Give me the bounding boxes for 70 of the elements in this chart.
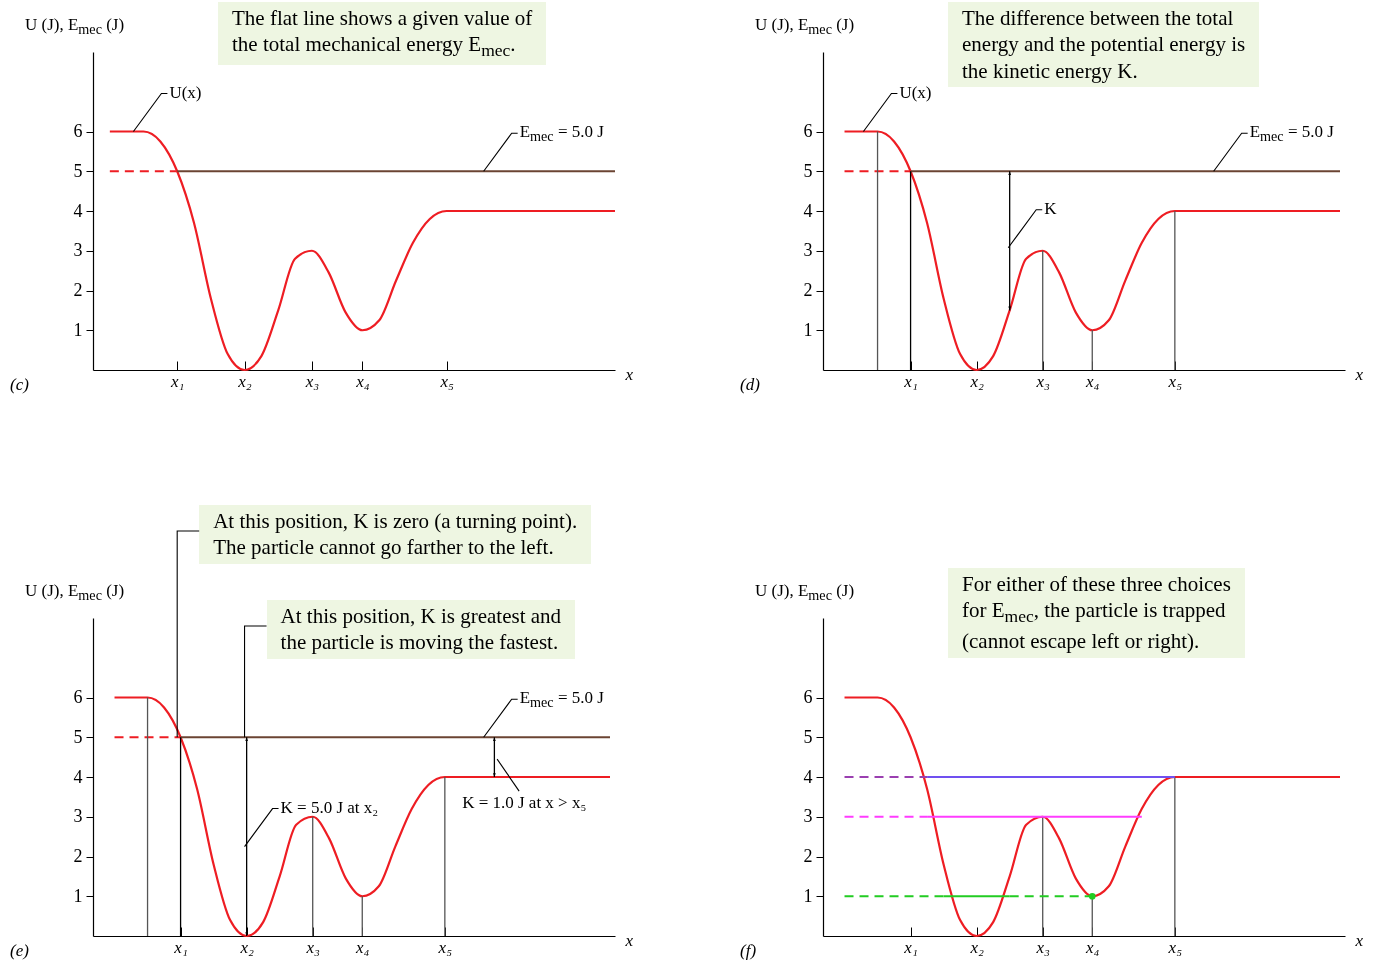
y-tick-label: 2 xyxy=(73,280,83,300)
text: (d) xyxy=(740,374,760,396)
y-tick-label: 6 xyxy=(73,121,83,141)
y-tick-label: 4 xyxy=(73,200,83,221)
annotation: At this position, K is greatest and the particle is moving the fastest. xyxy=(266,600,576,659)
y-tick-label: 1 xyxy=(73,319,83,340)
y-tick-label: 3 xyxy=(73,806,83,827)
y-tick-label: 6 xyxy=(803,687,813,707)
line-series xyxy=(843,696,1342,938)
x-tick-label: x₂ xyxy=(239,937,254,957)
chart-title: For either of these three choices for E$_{mec}$, the particle is trapped (cannot escape left or right). xyxy=(948,568,1245,658)
x-tick-label: x₃ xyxy=(1035,937,1051,957)
y-tick-label: 3 xyxy=(803,240,813,261)
x-axis-title: x xyxy=(1354,930,1364,950)
y-tick-label: 6 xyxy=(73,687,83,707)
annotation: At this position, K is zero (a turning point). The particle cannot go farther to the left. xyxy=(199,505,592,564)
chart-title: The flat line shows a given value of the total mechanical energy E$_{mec}$. xyxy=(218,2,547,66)
x-tick-label: x₄ xyxy=(1085,371,1100,391)
y-axis-title: U (J), E$_{mec}$ (J) xyxy=(755,14,855,40)
y-axis-title: U (J), E$_{mec}$ (J) xyxy=(25,14,125,40)
x-axis-title: x xyxy=(624,930,634,950)
x-tick-label: x₃ xyxy=(304,371,320,391)
x-tick-label: x₅ xyxy=(1167,937,1183,957)
series-label: E$_{mec}$ = 5.0 J xyxy=(1249,121,1334,147)
y-tick-label: 4 xyxy=(73,766,83,787)
legend-label: K = 1.0 J at x > x₅ xyxy=(462,792,587,814)
y-tick-label: 5 xyxy=(73,726,83,747)
x-tick-label: x₁ xyxy=(169,371,185,391)
x-tick-label: x₅ xyxy=(1167,371,1183,391)
y-tick-label: 1 xyxy=(803,319,813,340)
x-tick-label: x₄ xyxy=(355,371,370,391)
y-tick-label: 2 xyxy=(803,280,813,300)
x-tick-label: x₁ xyxy=(903,371,918,391)
x-tick-label: x₂ xyxy=(969,937,984,957)
chart-title: The difference between the total energy and the potential energy is the kinetic energy K. xyxy=(948,2,1260,87)
series-label: K xyxy=(1044,197,1057,220)
series-label: K = 5.0 J at x₂ xyxy=(280,796,379,818)
y-tick-label: 4 xyxy=(803,766,813,787)
y-tick-label: 1 xyxy=(803,885,813,906)
text: (c) xyxy=(10,374,29,396)
y-tick-label: 5 xyxy=(73,160,83,181)
x-tick-label: x₄ xyxy=(1085,937,1100,957)
x-tick-label: x₄ xyxy=(355,937,370,957)
x-tick-label: x₅ xyxy=(437,937,453,957)
x-tick-label: x₃ xyxy=(305,937,321,957)
text: U(x) xyxy=(169,81,202,103)
y-axis-title: U (J), E$_{mec}$ (J) xyxy=(755,580,855,606)
y-tick-label: 5 xyxy=(803,160,813,181)
x-axis-title: x xyxy=(1354,364,1364,384)
x-tick-label: x₂ xyxy=(237,371,252,391)
x-axis-title: x xyxy=(624,364,634,384)
y-tick-label: 1 xyxy=(73,885,83,906)
y-tick-label: 2 xyxy=(803,846,813,866)
x-tick-label: x₂ xyxy=(969,371,984,391)
series-label: E$_{mec}$ = 5.0 J xyxy=(519,687,604,713)
text: (f) xyxy=(740,940,757,962)
y-tick-label: 4 xyxy=(803,200,813,221)
x-tick-label: x₁ xyxy=(173,937,188,957)
y-tick-label: 3 xyxy=(803,806,813,827)
x-tick-label: x₅ xyxy=(439,371,454,391)
text: U(x) xyxy=(899,81,932,103)
y-tick-label: 2 xyxy=(73,846,83,866)
y-axis-title: U (J), E$_{mec}$ (J) xyxy=(25,580,125,606)
y-tick-label: 6 xyxy=(803,121,813,141)
x-tick-label: x₃ xyxy=(1035,371,1051,391)
y-tick-label: 3 xyxy=(73,240,83,261)
series-label: E$_{mec}$ = 5.0 J xyxy=(519,121,604,147)
x-tick-label: x₁ xyxy=(903,937,918,957)
text: (e) xyxy=(10,940,29,962)
y-tick-label: 5 xyxy=(803,726,813,747)
